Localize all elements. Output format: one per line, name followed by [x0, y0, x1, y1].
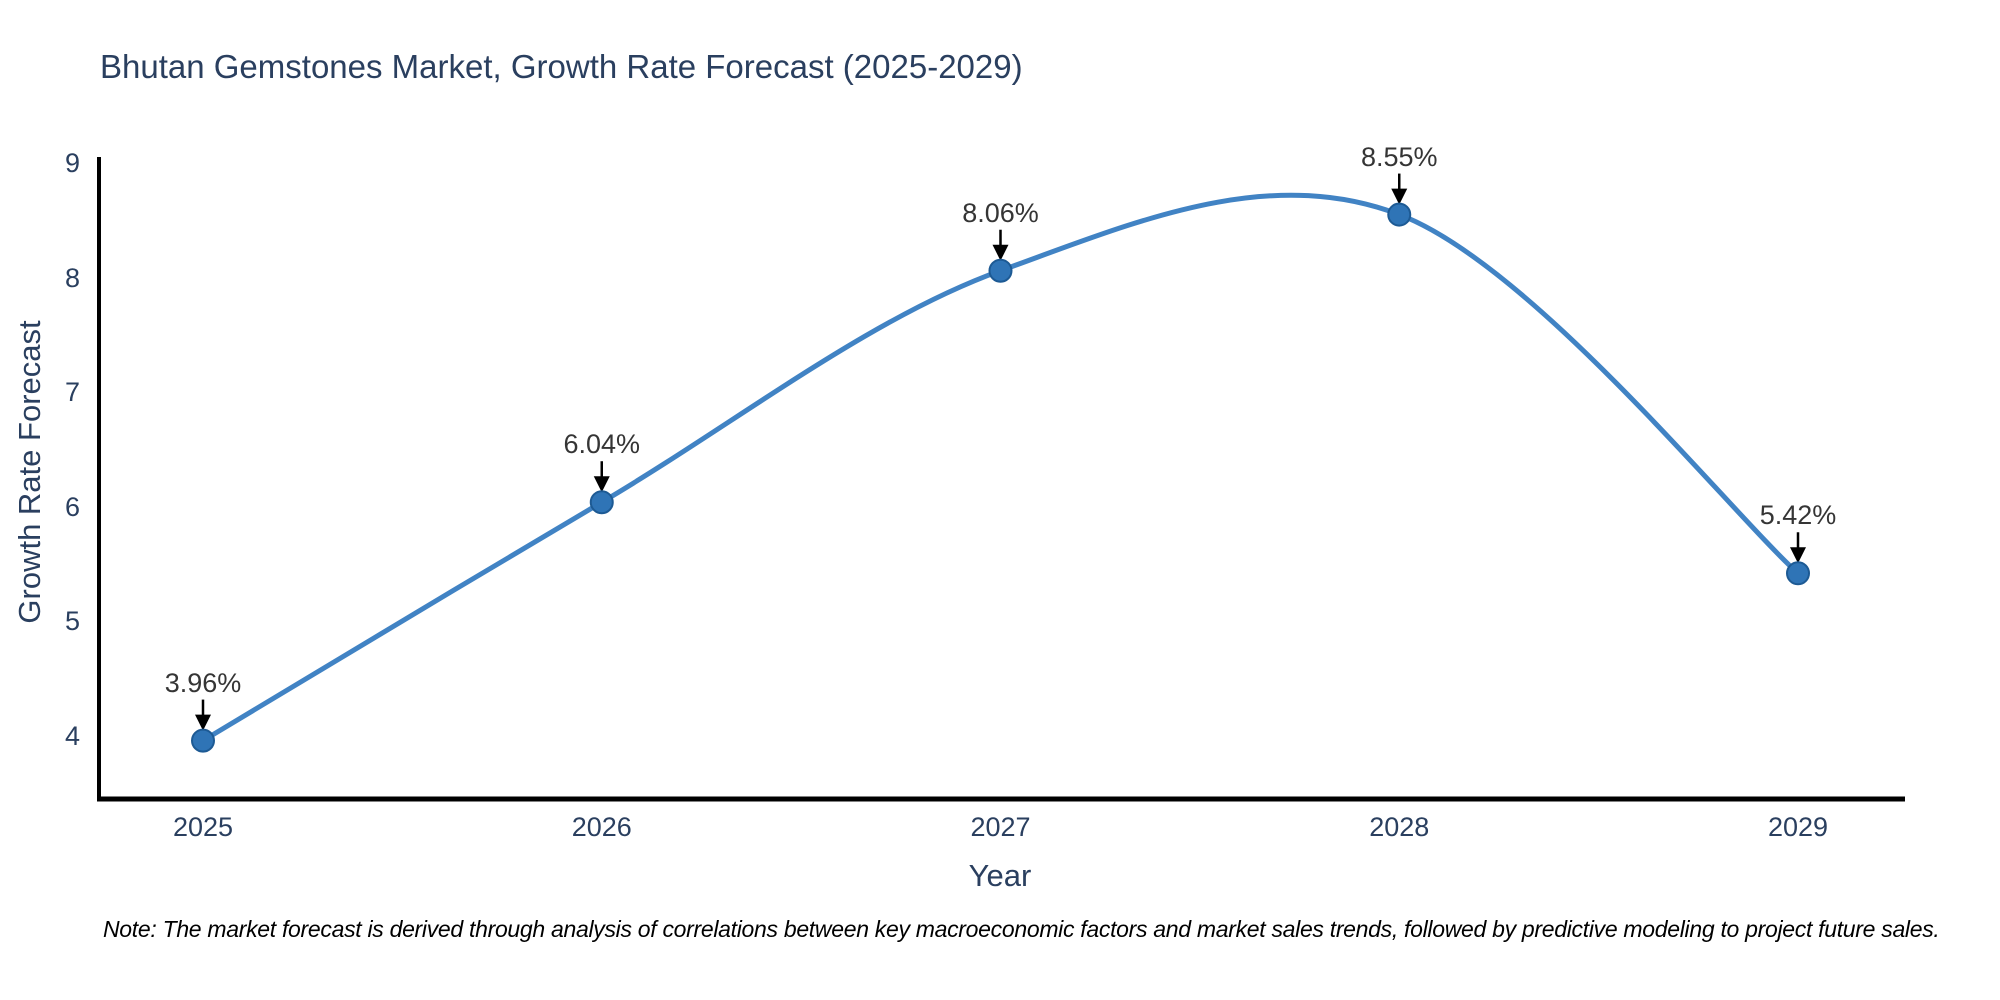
x-tick-label: 2027 — [970, 812, 1031, 842]
x-tick-label: 2029 — [1767, 812, 1829, 842]
footnote: Note: The market forecast is derived thr… — [103, 916, 1940, 942]
data-point-marker — [191, 728, 215, 753]
annotation-arrowhead-icon — [1790, 547, 1806, 564]
point-label: 5.42% — [1759, 500, 1837, 531]
data-point-marker — [988, 258, 1013, 283]
point-label: 8.55% — [1360, 141, 1438, 172]
data-point-marker — [589, 490, 614, 515]
y-tick-label: 5 — [64, 606, 80, 637]
x-tick-label: 2026 — [571, 812, 632, 842]
x-tick-label: 2028 — [1369, 812, 1430, 842]
point-label: 3.96% — [164, 667, 242, 698]
annotation-arrowhead-icon — [195, 714, 211, 731]
y-tick-label: 7 — [64, 377, 80, 408]
y-tick-label: 9 — [64, 148, 80, 178]
chart-title: Bhutan Gemstones Market, Growth Rate For… — [100, 48, 1023, 85]
data-point-marker — [1786, 561, 1810, 586]
data-point-marker — [1387, 202, 1412, 227]
x-axis-title: Year — [968, 858, 1032, 893]
point-label: 6.04% — [563, 429, 641, 460]
y-axis-title: Growth Rate Forecast — [12, 320, 47, 624]
y-tick-label: 4 — [64, 721, 80, 751]
y-tick-label: 8 — [64, 262, 80, 293]
y-tick-label: 6 — [64, 491, 80, 522]
point-label: 8.06% — [962, 197, 1039, 228]
x-tick-label: 2025 — [172, 812, 234, 842]
annotation-arrowhead-icon — [593, 476, 610, 493]
annotation-arrowhead-icon — [992, 244, 1009, 261]
annotation-arrowhead-icon — [1391, 188, 1408, 205]
